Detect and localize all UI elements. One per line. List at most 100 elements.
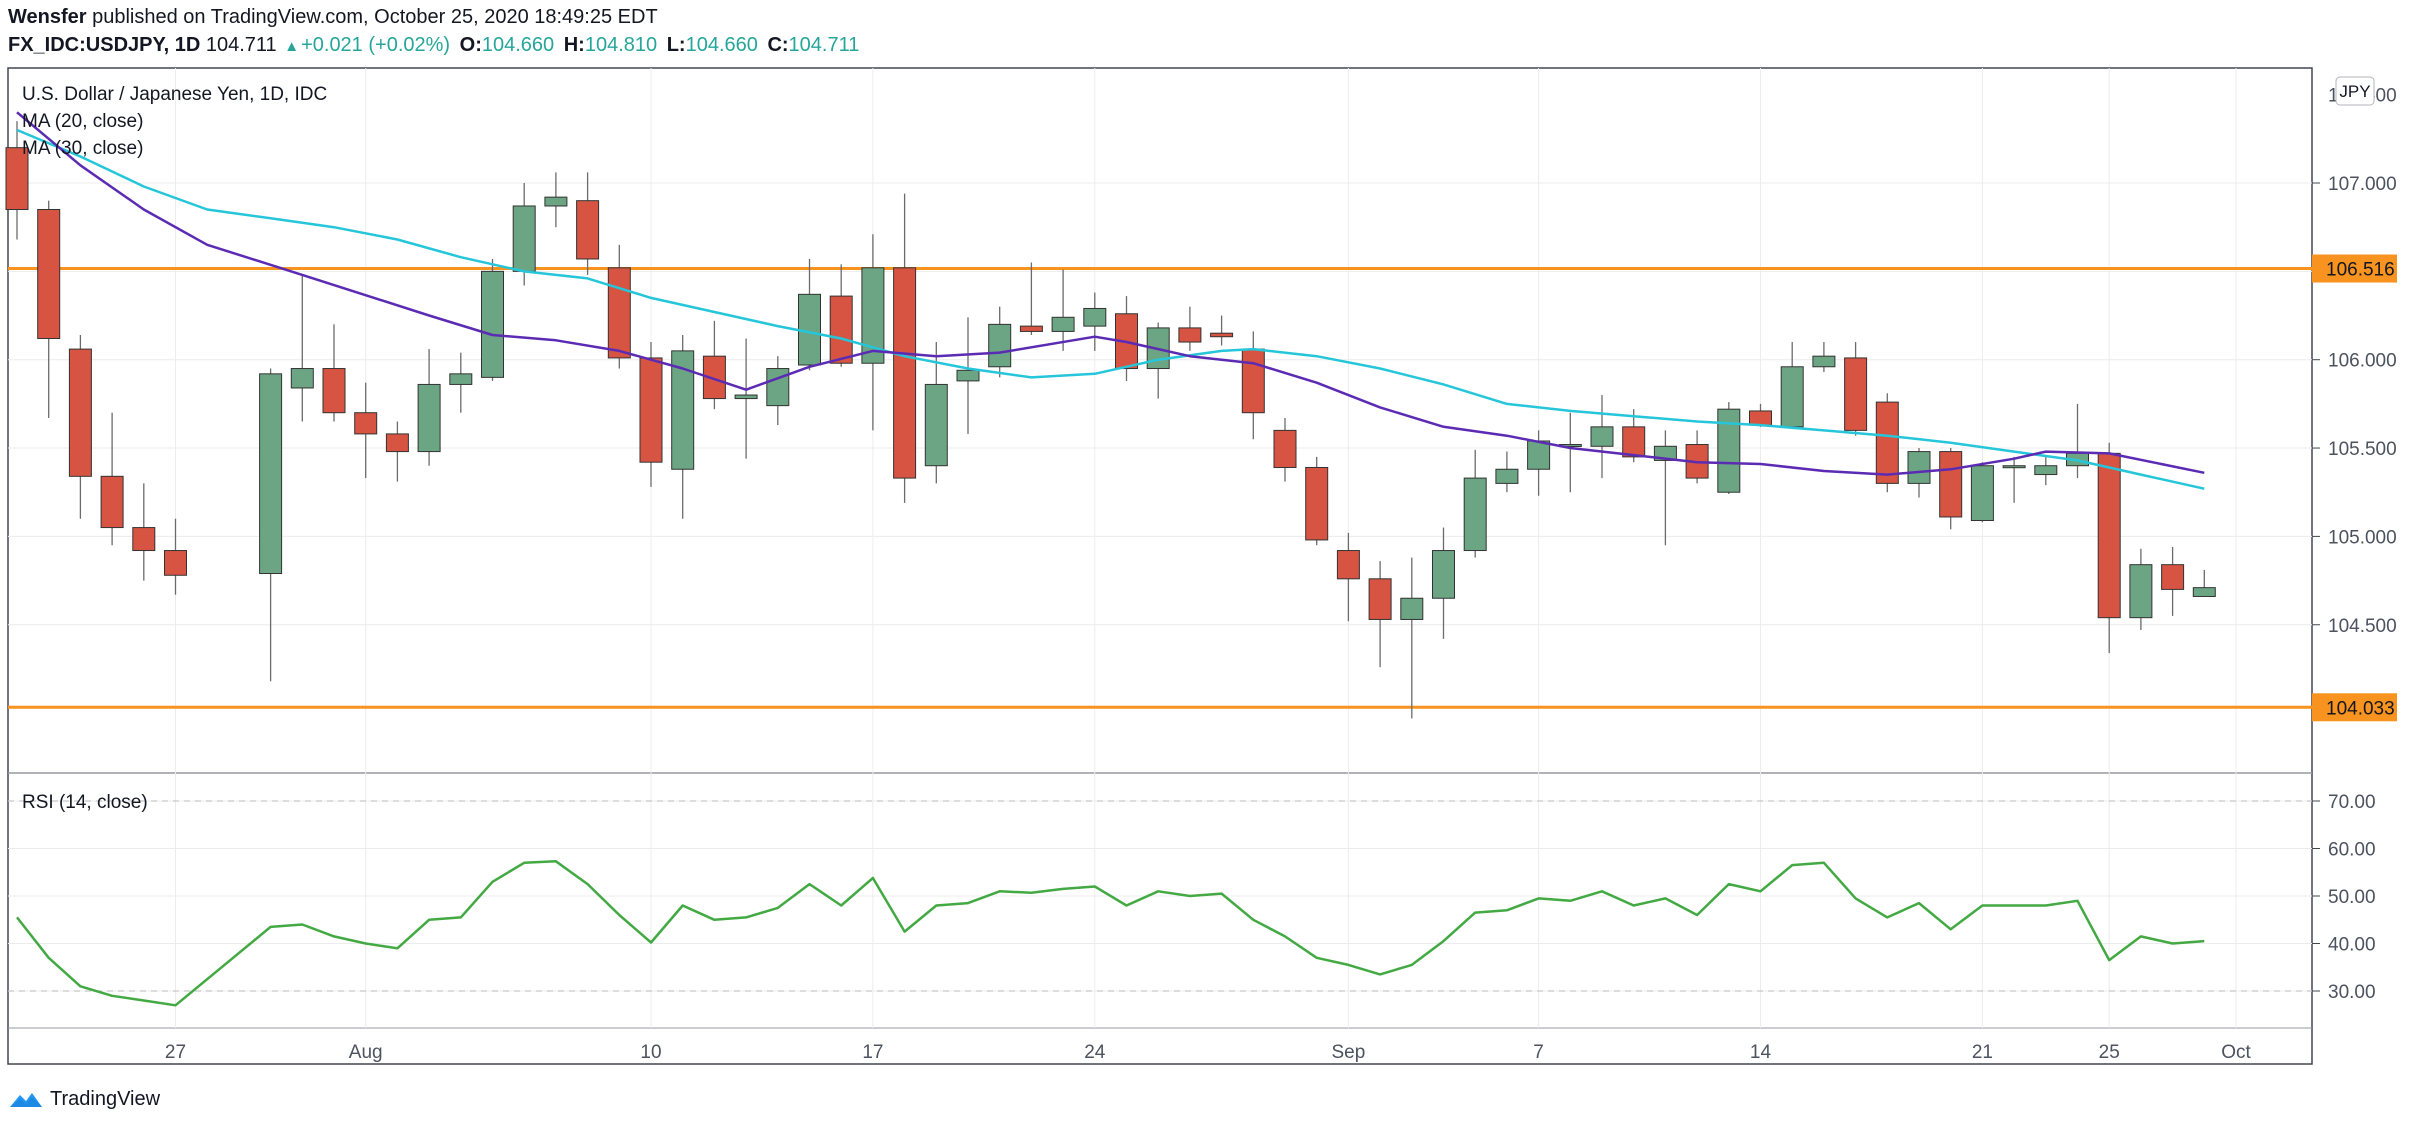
candle-down <box>1622 409 1646 463</box>
high-label: H: <box>563 34 585 56</box>
candle-down <box>5 121 29 240</box>
candle-up <box>1051 269 1075 351</box>
x-tick-label: Oct <box>2221 1042 2251 1063</box>
candle-body <box>2129 564 2153 619</box>
candle-body <box>449 373 473 385</box>
change-value: +0.021 (+0.02%) <box>301 34 451 56</box>
candle-up <box>1970 462 1994 523</box>
candle-down <box>1273 418 1297 482</box>
x-tick-label: Aug <box>349 1042 383 1063</box>
candle-up <box>734 338 758 459</box>
candle-up <box>1590 395 1614 479</box>
candle-body <box>1749 410 1772 426</box>
candle-up <box>449 352 473 413</box>
candle-body <box>1273 429 1297 468</box>
candle-down <box>893 193 917 503</box>
candle-body <box>924 383 948 467</box>
candle-down <box>1939 448 1963 530</box>
low-label: L: <box>666 34 686 56</box>
author-name[interactable]: Wensfer <box>8 6 87 28</box>
candle-body <box>1305 466 1329 541</box>
currency-badge-label: JPY <box>2339 82 2370 101</box>
candle-down <box>100 412 124 546</box>
candle-down <box>1241 331 1265 440</box>
candle-body <box>2161 564 2185 590</box>
candle-down <box>1749 403 1772 427</box>
open-label: O: <box>459 34 482 56</box>
candle-up <box>481 258 504 381</box>
tradingview-brand: TradingView <box>50 1088 161 1110</box>
candle-body <box>829 295 853 364</box>
candle-body <box>1812 355 1836 368</box>
candle-body <box>702 355 726 400</box>
candle-up <box>956 317 980 434</box>
ma30-legend: MA (30, close) <box>22 138 143 159</box>
candle-up <box>2034 456 2058 486</box>
candle-body <box>734 394 758 400</box>
candle-body <box>1432 550 1455 599</box>
candle-down <box>1875 393 1899 493</box>
candle-down <box>1844 342 1868 436</box>
candle-body <box>893 267 917 479</box>
candle-up <box>2002 456 2026 503</box>
y-tick-label: 105.500 <box>2328 439 2397 460</box>
x-tick-label: 27 <box>165 1042 186 1063</box>
candle-body <box>1210 332 1234 338</box>
chart-title: U.S. Dollar / Japanese Yen, 1D, IDC <box>22 84 327 105</box>
candle-body <box>1083 307 1107 327</box>
candle-body <box>988 323 1012 368</box>
candle-up <box>290 274 314 422</box>
candle-body <box>1780 366 1804 428</box>
chart-frame <box>7 67 2313 1065</box>
candle-body <box>544 196 568 207</box>
y-tick-label: 104.500 <box>2328 616 2397 637</box>
candle-up <box>798 258 821 371</box>
candle-body <box>2002 465 2026 469</box>
candle-down <box>702 320 726 410</box>
ma20-legend: MA (20, close) <box>22 111 143 132</box>
x-tick-label: 17 <box>862 1042 883 1063</box>
candle-body <box>1527 440 1551 470</box>
candle-down <box>164 518 187 595</box>
symbol-bar: FX_IDC:USDJPY, 1D 104.711 ▲ +0.021 (+0.02… <box>8 34 859 57</box>
candle-body <box>290 368 314 389</box>
candle-body <box>481 270 504 378</box>
level-price-label: 106.516 <box>2326 260 2395 281</box>
currency-badge-box <box>2335 76 2375 106</box>
rsi-y-tick-label: 40.00 <box>2328 935 2376 956</box>
candle-down <box>2161 547 2185 616</box>
candle-up <box>2066 403 2089 479</box>
candle-body <box>1463 477 1487 552</box>
candle-down <box>132 483 156 581</box>
rsi-y-tick-label: 30.00 <box>2328 982 2376 1003</box>
candle-down <box>2097 442 2121 654</box>
x-tick-label: 7 <box>1533 1042 1544 1063</box>
candle-body <box>164 550 187 576</box>
candle-body <box>5 147 29 211</box>
rsi-y-tick-label: 50.00 <box>2328 887 2376 908</box>
rsi-title: RSI (14, close) <box>22 792 148 813</box>
close-value: 104.711 <box>788 34 860 56</box>
candle-body <box>861 267 885 364</box>
x-tick-label: 14 <box>1750 1042 1772 1063</box>
footer: TradingView <box>8 1088 160 1111</box>
candle-body <box>417 383 441 453</box>
candle-body <box>671 350 695 470</box>
candle-up <box>544 172 568 228</box>
candle-up <box>1083 292 1107 351</box>
candle-down <box>639 342 663 487</box>
ma30-line <box>16 128 2205 490</box>
candle-down <box>354 382 378 479</box>
up-triangle-icon: ▲ <box>284 38 300 55</box>
last-price: 104.711 <box>205 34 277 56</box>
candle-body <box>1970 465 1994 521</box>
candle-up <box>988 306 1012 378</box>
candle-body <box>1241 348 1265 414</box>
candle-body <box>132 527 156 552</box>
candle-body <box>766 368 790 407</box>
publish-text: published on TradingView.com, October 25… <box>92 6 658 28</box>
x-tick-label: 24 <box>1084 1042 1106 1063</box>
candle-up <box>259 368 283 682</box>
candle-body <box>37 209 61 339</box>
